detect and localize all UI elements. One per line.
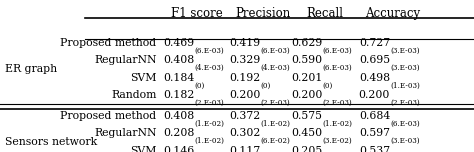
Text: (6.E-03): (6.E-03): [390, 119, 420, 128]
Text: (3.E-03): (3.E-03): [390, 47, 419, 55]
Text: (6.E-03): (6.E-03): [194, 47, 224, 55]
Text: F1 score: F1 score: [171, 7, 223, 20]
Text: 0.329: 0.329: [229, 55, 261, 65]
Text: 0.208: 0.208: [163, 128, 194, 138]
Text: 0.182: 0.182: [163, 90, 194, 100]
Text: (6.E-03): (6.E-03): [261, 47, 291, 55]
Text: 0.184: 0.184: [163, 73, 194, 83]
Text: (6.E-03): (6.E-03): [322, 47, 352, 55]
Text: 0.629: 0.629: [291, 38, 322, 48]
Text: 0.201: 0.201: [291, 73, 322, 83]
Text: (1.E-03): (1.E-03): [390, 81, 420, 90]
Text: (3.E-02): (3.E-02): [322, 137, 352, 145]
Text: (1.E-02): (1.E-02): [194, 119, 224, 128]
Text: (0): (0): [194, 81, 205, 90]
Text: Proposed method: Proposed method: [60, 38, 156, 48]
Text: 0.419: 0.419: [229, 38, 261, 48]
Text: 0.302: 0.302: [229, 128, 261, 138]
Text: 0.205: 0.205: [291, 146, 322, 152]
Text: 0.146: 0.146: [163, 146, 194, 152]
Text: 0.200: 0.200: [229, 90, 261, 100]
Text: 0.450: 0.450: [291, 128, 322, 138]
Text: 0.727: 0.727: [359, 38, 390, 48]
Text: ER graph: ER graph: [5, 64, 57, 74]
Text: Accuracy: Accuracy: [365, 7, 420, 20]
Text: 0.695: 0.695: [359, 55, 390, 65]
Text: 0.372: 0.372: [229, 111, 261, 121]
Text: (0): (0): [261, 81, 271, 90]
Text: (2.E-03): (2.E-03): [261, 99, 291, 107]
Text: SVM: SVM: [130, 146, 156, 152]
Text: (6.E-02): (6.E-02): [261, 137, 291, 145]
Text: SVM: SVM: [130, 73, 156, 83]
Text: RegularNN: RegularNN: [94, 55, 156, 65]
Text: Proposed method: Proposed method: [60, 111, 156, 121]
Text: (1.E-02): (1.E-02): [261, 119, 291, 128]
Text: Random: Random: [111, 90, 156, 100]
Text: 0.192: 0.192: [229, 73, 261, 83]
Text: (4.E-03): (4.E-03): [194, 64, 224, 72]
Text: (1.E-02): (1.E-02): [322, 119, 352, 128]
Text: Precision: Precision: [236, 7, 291, 20]
Text: 0.597: 0.597: [359, 128, 390, 138]
Text: 0.117: 0.117: [229, 146, 261, 152]
Text: (4.E-03): (4.E-03): [261, 64, 291, 72]
Text: 0.200: 0.200: [359, 90, 390, 100]
Text: 0.684: 0.684: [359, 111, 390, 121]
Text: 0.590: 0.590: [291, 55, 322, 65]
Text: (2.E-03): (2.E-03): [390, 99, 420, 107]
Text: (0): (0): [322, 81, 333, 90]
Text: 0.469: 0.469: [163, 38, 194, 48]
Text: RegularNN: RegularNN: [94, 128, 156, 138]
Text: (3.E-03): (3.E-03): [390, 64, 419, 72]
Text: (6.E-03): (6.E-03): [322, 64, 352, 72]
Text: (1.E-02): (1.E-02): [194, 137, 224, 145]
Text: 0.408: 0.408: [163, 111, 194, 121]
Text: (3.E-03): (3.E-03): [390, 137, 419, 145]
Text: 0.498: 0.498: [359, 73, 390, 83]
Text: Sensors network: Sensors network: [5, 137, 97, 147]
Text: (2.E-03): (2.E-03): [194, 99, 224, 107]
Text: Recall: Recall: [306, 7, 343, 20]
Text: 0.537: 0.537: [359, 146, 390, 152]
Text: 0.200: 0.200: [291, 90, 322, 100]
Text: 0.408: 0.408: [163, 55, 194, 65]
Text: 0.575: 0.575: [292, 111, 322, 121]
Text: (2.E-03): (2.E-03): [322, 99, 352, 107]
